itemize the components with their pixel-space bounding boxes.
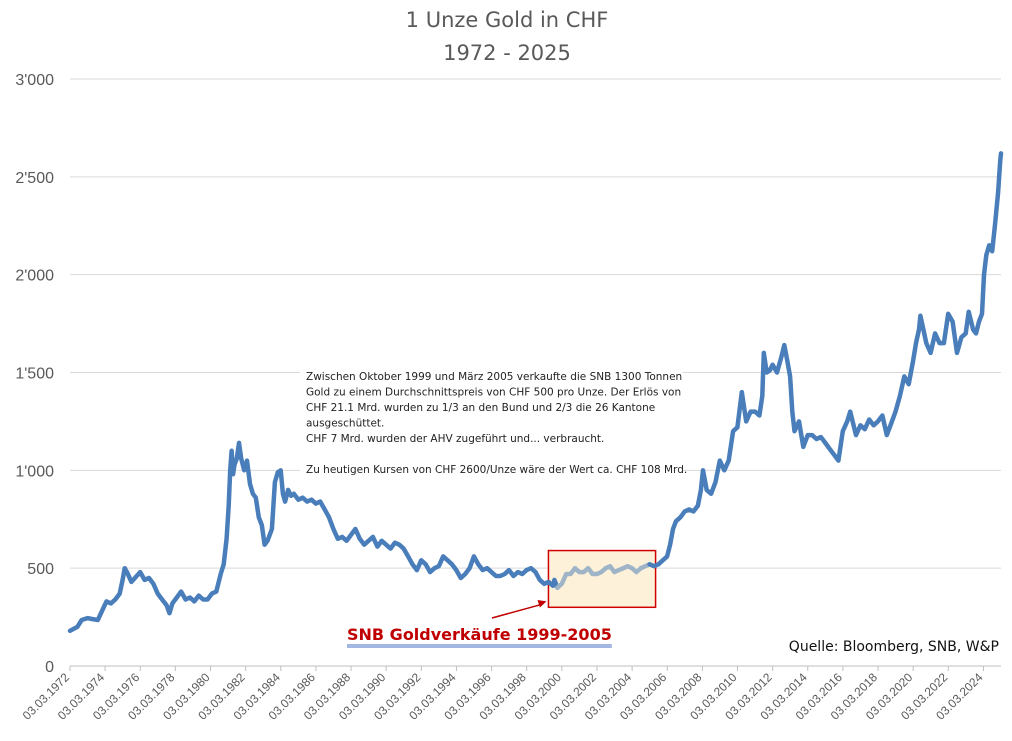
y-axis-ticks: 0 500 1'000 1'500 2'000 2'500 3'000 [15, 72, 54, 676]
annotation-line: Gold zu einem Durchschnittspreis von CHF… [306, 387, 681, 399]
gold-price-series [67, 151, 1004, 634]
chart-title-line-2: 1972 - 2025 [443, 41, 571, 65]
y-tick-label: 1'500 [15, 366, 54, 383]
annotation-line: Zwischen Oktober 1999 und März 2005 verk… [306, 371, 682, 383]
annotation-line: Zu heutigen Kursen von CHF 2600/Unze wär… [306, 464, 687, 476]
source-label: Quelle: Bloomberg, SNB, W&P [789, 639, 999, 655]
annotation-line: CHF 21.1 Mrd. wurden zu 1/3 an den Bund … [306, 402, 655, 414]
snb-sales-label: SNB Goldverkäufe 1999-2005 [347, 625, 612, 644]
y-tick-label: 2'000 [15, 268, 54, 285]
chart-title-line-1: 1 Unze Gold in CHF [406, 8, 609, 32]
annotation-line: ausgeschüttet. [306, 418, 384, 430]
y-tick-label: 2'500 [15, 170, 54, 187]
y-tick-label: 500 [27, 561, 54, 578]
annotation-background [300, 367, 683, 485]
x-axis-ticks: 03.03.197203.03.197403.03.197603.03.1978… [20, 666, 986, 723]
series-line [67, 440, 560, 634]
chart-title: 1 Unze Gold in CHF 1972 - 2025 [406, 8, 609, 65]
arrow-head [537, 600, 547, 608]
y-tick-label: 0 [45, 659, 54, 676]
annotation-note: Zwischen Oktober 1999 und März 2005 verk… [300, 367, 687, 485]
series-line-highlighted [555, 562, 652, 590]
y-tick-label: 1'000 [15, 463, 54, 480]
series-line [647, 151, 1004, 569]
y-tick-label: 3'000 [15, 72, 54, 89]
arrow-shaft [491, 603, 542, 619]
highlight-arrow [491, 600, 547, 619]
annotation-line: CHF 7 Mrd. wurden der AHV zugeführt und.… [306, 433, 604, 445]
